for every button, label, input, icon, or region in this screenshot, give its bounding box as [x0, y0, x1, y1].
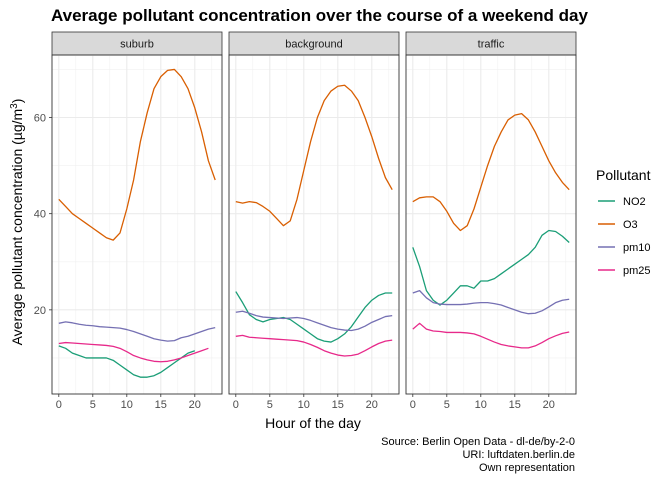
strip-label-suburb: suburb: [120, 39, 154, 51]
legend-label-pm25: pm25: [623, 265, 651, 277]
series-line-background-no2: [235, 291, 393, 343]
panel-border-background: [228, 54, 400, 395]
series-line-suburb-pm10: [58, 321, 216, 342]
panel-traffic: traffic: [405, 31, 577, 395]
legend: Pollutant NO2 O3 pm10 pm25: [596, 167, 651, 277]
legend-label-o3: O3: [623, 219, 638, 231]
caption-line-source: Source: Berlin Open Data - dl-de/by-2-0: [381, 436, 575, 448]
y-axis-title: Average pollutant concentration (µg/m3): [9, 99, 25, 346]
legend-entry-pm25: pm25: [598, 265, 651, 277]
y-axis-title-sup: 3: [9, 103, 20, 109]
series-line-traffic-o3: [412, 113, 570, 232]
x-tick-label: 15: [509, 399, 521, 411]
x-tick-label: 5: [90, 399, 96, 411]
strip-label-background: background: [285, 39, 343, 51]
legend-label-pm10: pm10: [623, 242, 651, 254]
x-tick-label: 5: [444, 399, 450, 411]
panel-background: background: [228, 31, 400, 395]
x-tick-label: 0: [410, 399, 416, 411]
y-tick-label: 20: [34, 305, 46, 317]
strip-label-traffic: traffic: [478, 39, 505, 51]
legend-label-no2: NO2: [623, 196, 646, 208]
panel-border-traffic: [405, 54, 577, 395]
gridlines-suburb: [52, 55, 222, 394]
x-tick-label: 0: [233, 399, 239, 411]
x-axis-title: Hour of the day: [265, 415, 361, 431]
x-tick-label: 15: [155, 399, 167, 411]
series-line-suburb-pm25: [58, 341, 209, 363]
y-axis-title-close: ): [9, 99, 25, 104]
panel-border-suburb: [51, 54, 223, 395]
caption-line-representation: Own representation: [479, 462, 575, 474]
gridlines-traffic: [406, 55, 576, 394]
legend-title: Pollutant: [596, 167, 651, 183]
chart-title: Average pollutant concentration over the…: [51, 6, 588, 25]
gridlines-background: [229, 55, 399, 394]
series-line-suburb-o3: [58, 68, 216, 241]
series-line-traffic-pm25: [412, 322, 570, 349]
caption-line-uri: URI: luftdaten.berlin.de: [462, 449, 575, 461]
y-tick-label: 60: [34, 113, 46, 125]
x-tick-label: 15: [332, 399, 344, 411]
axes: 0 5 10 15 20 0 5 10 15 20 0 5 10 15 20 20 40 60: [34, 113, 555, 411]
series-line-traffic-pm10: [412, 289, 570, 315]
series-line-background-o3: [235, 84, 393, 227]
x-tick-label: 0: [56, 399, 62, 411]
x-tick-label: 5: [267, 399, 273, 411]
legend-entry-no2: NO2: [598, 196, 646, 208]
y-tick-label: 40: [34, 209, 46, 221]
legend-entry-o3: O3: [598, 219, 638, 231]
x-tick-label: 10: [298, 399, 310, 411]
series-line-background-pm25: [235, 334, 393, 357]
x-tick-label: 20: [189, 399, 201, 411]
legend-entry-pm10: pm10: [598, 242, 651, 254]
facet-panels: suburb background traffic: [51, 31, 577, 395]
y-axis-title-main: Average pollutant concentration (µg/m: [9, 109, 25, 346]
caption: Source: Berlin Open Data - dl-de/by-2-0 …: [381, 436, 575, 474]
panel-suburb: suburb: [51, 31, 223, 395]
x-tick-label: 20: [366, 399, 378, 411]
x-tick-label: 10: [475, 399, 487, 411]
series-line-background-pm10: [235, 310, 393, 332]
x-tick-label: 10: [121, 399, 133, 411]
x-tick-label: 20: [543, 399, 555, 411]
series-line-suburb-no2: [58, 345, 196, 378]
